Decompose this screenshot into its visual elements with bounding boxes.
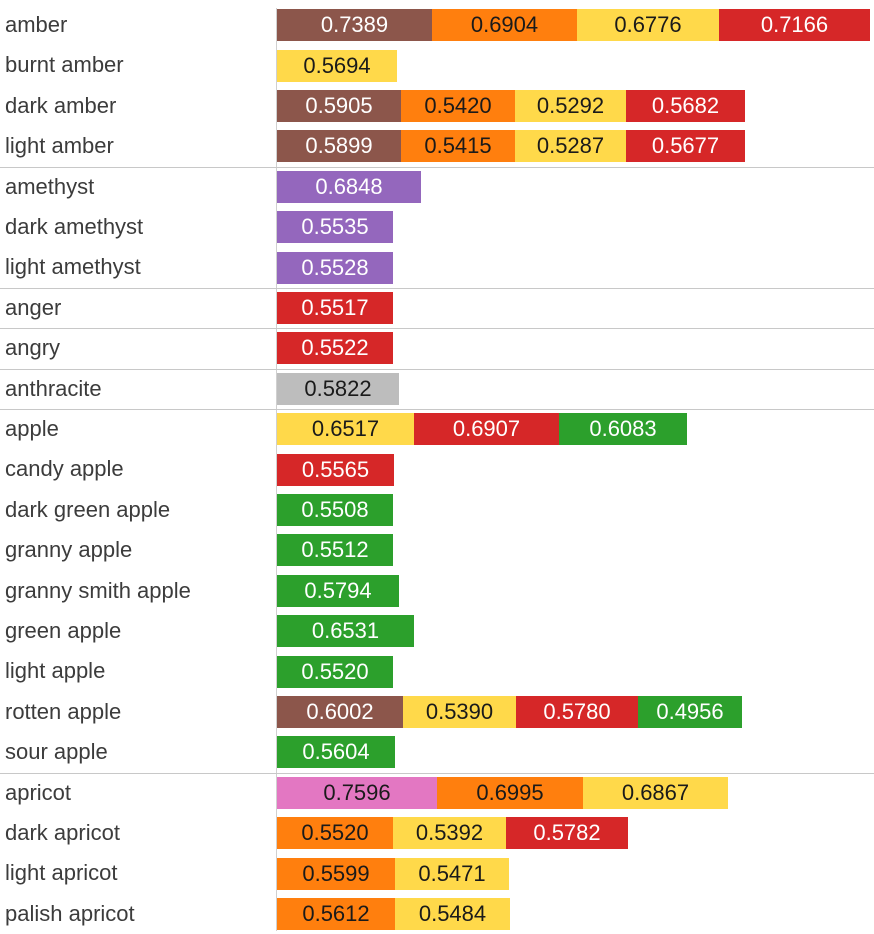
group-separator — [0, 409, 874, 410]
bar-segment: 0.5682 — [626, 90, 745, 122]
row-label: light amethyst — [5, 254, 141, 279]
bar-segment: 0.5612 — [277, 898, 395, 930]
bar-segment: 0.5604 — [277, 736, 395, 768]
bar-segment: 0.5520 — [277, 817, 393, 849]
bar-segment: 0.5287 — [515, 130, 626, 162]
bar-segment: 0.5599 — [277, 858, 395, 890]
bar-segment: 0.5392 — [393, 817, 506, 849]
row-label: light amber — [5, 133, 114, 158]
group-separator — [0, 773, 874, 774]
bar-segment: 0.6083 — [559, 413, 687, 445]
bar-segment: 0.5794 — [277, 575, 399, 607]
bar-segment: 0.4956 — [638, 696, 742, 728]
row-label: sour apple — [5, 739, 108, 764]
bar-segment: 0.5415 — [401, 130, 515, 162]
group-separator — [0, 369, 874, 370]
row-label: apple — [5, 416, 59, 441]
row-label: rotten apple — [5, 699, 122, 724]
bar-segment: 0.5520 — [277, 656, 393, 688]
bar-segment: 0.6995 — [437, 777, 583, 809]
bar-segment: 0.6848 — [277, 171, 421, 203]
row-label: amber — [5, 12, 68, 37]
row-label: light apricot — [5, 860, 118, 885]
bar-segment: 0.6904 — [432, 9, 577, 41]
row-label: anthracite — [5, 376, 102, 401]
bar-segment: 0.5508 — [277, 494, 393, 526]
bar-segment: 0.5535 — [277, 211, 393, 243]
bar-segment: 0.5905 — [277, 90, 401, 122]
bar-segment: 0.5512 — [277, 534, 393, 566]
bar-segment: 0.7389 — [277, 9, 432, 41]
bar-segment: 0.5780 — [516, 696, 638, 728]
bar-segment: 0.5528 — [277, 252, 393, 284]
axis-line — [276, 8, 277, 931]
group-separator — [0, 167, 874, 168]
row-label: apricot — [5, 780, 72, 805]
row-label: anger — [5, 295, 62, 320]
bar-segment: 0.5517 — [277, 292, 393, 324]
bar-segment: 0.5565 — [277, 454, 394, 486]
group-separator — [0, 288, 874, 289]
row-label: angry — [5, 335, 61, 360]
row-label: light apple — [5, 658, 106, 683]
bar-segment: 0.5420 — [401, 90, 515, 122]
bar-segment: 0.6531 — [277, 615, 414, 647]
row-label: dark apricot — [5, 820, 120, 845]
bar-segment: 0.7596 — [277, 777, 437, 809]
row-label: candy apple — [5, 456, 124, 481]
row-label: palish apricot — [5, 901, 135, 926]
row-label: dark green apple — [5, 497, 171, 522]
bar-segment: 0.6002 — [277, 696, 403, 728]
row-label: dark amethyst — [5, 214, 144, 239]
group-separator — [0, 328, 874, 329]
bar-segment: 0.5782 — [506, 817, 628, 849]
bar-segment: 0.5292 — [515, 90, 626, 122]
bar-segment: 0.5899 — [277, 130, 401, 162]
bar-segment: 0.5822 — [277, 373, 399, 405]
bar-segment: 0.7166 — [719, 9, 870, 41]
row-label: green apple — [5, 618, 122, 643]
bar-segment: 0.6867 — [583, 777, 728, 809]
bar-segment: 0.5484 — [395, 898, 510, 930]
row-label: amethyst — [5, 174, 95, 199]
bar-segment: 0.6776 — [577, 9, 719, 41]
row-label: granny apple — [5, 537, 133, 562]
bar-segment: 0.6517 — [277, 413, 414, 445]
bar-segment: 0.5694 — [277, 50, 397, 82]
bar-segment: 0.6907 — [414, 413, 559, 445]
row-label: burnt amber — [5, 52, 124, 77]
row-label: dark amber — [5, 93, 117, 118]
row-label: granny smith apple — [5, 578, 191, 603]
bar-segment: 0.5677 — [626, 130, 745, 162]
bar-segment: 0.5471 — [395, 858, 509, 890]
bar-segment: 0.5390 — [403, 696, 516, 728]
bar-segment: 0.5522 — [277, 332, 393, 364]
